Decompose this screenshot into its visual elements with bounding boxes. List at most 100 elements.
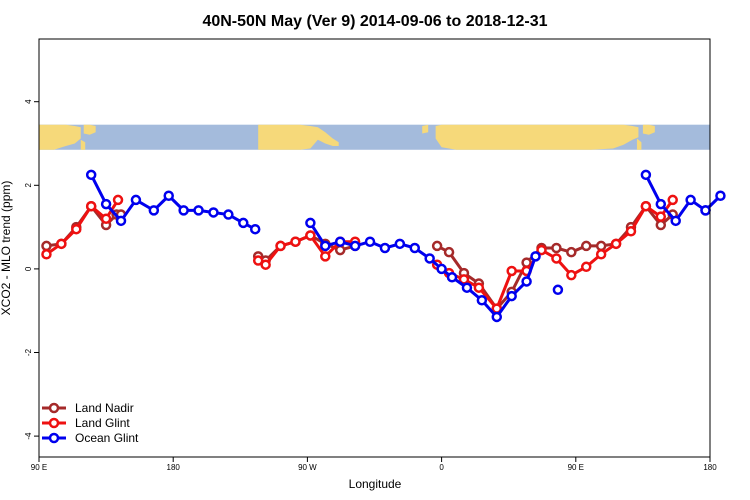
- x-tick-label: 180: [703, 463, 717, 472]
- series-land-glint: [41, 194, 678, 314]
- data-point: [521, 276, 532, 287]
- data-point: [566, 269, 577, 281]
- data-point: [461, 282, 473, 293]
- data-point: [334, 236, 346, 247]
- x-tick-label: 180: [167, 463, 181, 472]
- x-axis: 90 E 180 90 W 0 90 E 180: [31, 457, 717, 472]
- data-point: [655, 211, 667, 222]
- data-point: [655, 219, 667, 231]
- data-point: [640, 200, 652, 212]
- legend-item: Land Nadir: [42, 401, 134, 415]
- data-point: [85, 169, 97, 181]
- y-axis-label: XCO2 - MLO trend (ppm): [0, 181, 13, 316]
- data-point: [655, 198, 667, 210]
- x-tick-label: 90 E: [31, 463, 47, 472]
- data-point: [238, 217, 249, 229]
- plot-frame: [38, 38, 711, 458]
- data-point: [670, 215, 681, 227]
- data-point: [431, 240, 443, 252]
- data-point: [566, 246, 577, 258]
- data-point: [290, 236, 301, 247]
- data-point: [163, 190, 174, 201]
- data-point: [115, 215, 127, 227]
- x-axis-label: Longitude: [349, 477, 402, 491]
- legend-item: Ocean Glint: [42, 431, 139, 445]
- data-point: [551, 253, 562, 264]
- data-point: [320, 240, 331, 252]
- chart-title: 40N-50N May (Ver 9) 2014-09-06 to 2018-1…: [202, 13, 547, 30]
- data-point: [364, 236, 376, 247]
- x-tick-label: 90 E: [568, 463, 584, 472]
- data-point: [458, 274, 470, 285]
- data-point: [446, 272, 458, 283]
- legend-swatch-point: [48, 402, 60, 414]
- data-point: [71, 223, 82, 235]
- data-point: [625, 226, 637, 237]
- series-land-nadir: [41, 200, 678, 314]
- legend-label: Land Nadir: [75, 401, 134, 415]
- data-point: [112, 194, 124, 206]
- land-mass-7: [422, 124, 429, 134]
- data-point: [595, 240, 607, 252]
- data-point: [100, 213, 112, 224]
- data-point: [305, 217, 316, 229]
- data-point: [260, 259, 271, 270]
- y-tick-label: 2: [24, 183, 33, 188]
- data-point: [506, 290, 517, 302]
- y-tick-label: -2: [24, 348, 33, 356]
- x-tick-label: 90 W: [298, 463, 317, 472]
- x-tick-label: 0: [439, 463, 444, 472]
- land-mass-6: [642, 124, 655, 135]
- data-point: [41, 240, 52, 252]
- data-point: [223, 209, 234, 220]
- data-point: [379, 242, 391, 254]
- series-ocean-glint: [85, 169, 726, 323]
- land-mass-5: [636, 138, 642, 150]
- y-tick-label: 4: [24, 99, 33, 104]
- data-point: [580, 240, 592, 252]
- data-point: [249, 223, 261, 235]
- data-point: [193, 205, 204, 216]
- legend-label: Land Glint: [75, 416, 130, 430]
- data-point: [436, 263, 447, 275]
- y-tick-label: 0: [24, 266, 33, 271]
- legend-swatch-point: [48, 432, 60, 444]
- data-point: [530, 251, 541, 262]
- data-point: [715, 190, 726, 201]
- data-point: [130, 194, 142, 206]
- data-point: [640, 169, 652, 181]
- data-point: [595, 249, 607, 260]
- data-point: [700, 205, 711, 216]
- data-point: [667, 194, 678, 206]
- series-layer: [41, 169, 726, 323]
- land-mass-0: [39, 124, 81, 150]
- y-axis: -4 -2 0 2 4: [24, 99, 39, 440]
- data-point: [349, 240, 361, 252]
- data-point: [252, 255, 264, 266]
- y-tick-label: -4: [24, 432, 33, 440]
- legend-label: Ocean Glint: [75, 431, 139, 445]
- land-mass-2: [80, 139, 86, 150]
- data-point: [148, 205, 160, 216]
- data-point: [275, 240, 286, 252]
- world-map-strip: [39, 124, 710, 150]
- data-point: [552, 284, 564, 296]
- land-mass-1: [83, 124, 96, 135]
- data-point: [610, 238, 622, 250]
- data-point: [506, 265, 517, 277]
- data-point: [394, 238, 406, 250]
- data-point: [85, 200, 97, 212]
- data-point: [305, 230, 316, 241]
- data-point: [536, 244, 547, 256]
- land-mass-4: [435, 124, 639, 150]
- legend-item: Land Glint: [42, 416, 130, 430]
- data-point: [443, 246, 455, 258]
- data-point: [580, 261, 592, 273]
- legend-swatch-point: [48, 417, 60, 429]
- data-point: [685, 194, 696, 206]
- data-point: [100, 198, 112, 210]
- data-point: [41, 249, 52, 260]
- data-point: [334, 244, 346, 256]
